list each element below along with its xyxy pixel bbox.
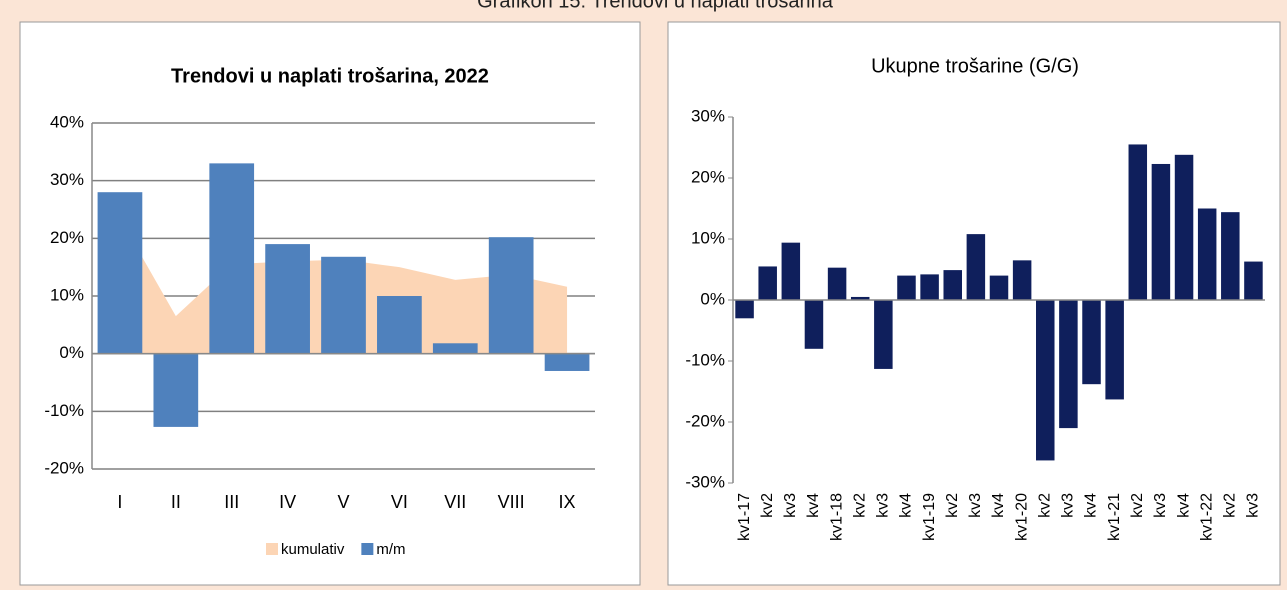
x-tick-label: II [171,492,181,512]
y-tick-label: -10% [44,401,84,420]
x-tick-label: kv2 [1129,493,1146,518]
bar [758,266,777,300]
bar [1059,300,1078,429]
bar [966,234,986,300]
y-tick-label: -10% [685,350,725,369]
bar [1174,154,1194,300]
bar [377,296,422,354]
bar [897,275,916,300]
x-tick-label: kv1-22 [1198,493,1215,541]
x-tick-label: VI [391,492,408,512]
x-tick-label: kv4 [1175,493,1192,518]
x-tick-label: kv4 [805,493,822,518]
bar [1128,144,1148,300]
bar [943,270,962,300]
bar [804,300,824,349]
x-tick-label: kv3 [875,493,892,518]
x-tick-label: kv3 [1245,493,1262,518]
bar [1036,300,1055,461]
bar [1221,212,1240,300]
x-tick-label: I [117,492,122,512]
bar [1082,300,1101,385]
x-tick-label: kv4 [1083,493,1100,518]
x-tick-label: kv3 [782,493,799,518]
y-tick-label: 40% [50,112,84,131]
bar [989,275,1009,300]
bar [735,300,754,319]
bar [1151,163,1171,300]
bar [1197,208,1217,300]
legend-label: kumulativ [281,541,345,558]
x-tick-label: kv4 [990,493,1007,518]
panel [667,21,1281,586]
chart-title: Ukupne trošarine (G/G) [871,55,1079,77]
bar [827,267,847,300]
legend-swatch [361,543,374,555]
x-tick-label: VII [444,492,466,512]
page-title: Grafikon 15: Trendovi u naplati trošarin… [477,0,834,12]
y-tick-label: -30% [685,472,725,491]
x-tick-label: kv2 [1222,493,1239,518]
bar [874,300,893,369]
x-tick-label: VIII [498,492,525,512]
bar [544,353,590,371]
y-tick-label: -20% [44,458,84,477]
bar [850,296,870,300]
bar [153,353,199,427]
x-tick-label: kv3 [1060,493,1077,518]
x-tick-label: III [224,492,239,512]
y-tick-label: 10% [50,285,84,304]
bar [1244,261,1263,300]
x-tick-label: IV [279,492,296,512]
y-tick-label: 30% [50,170,84,189]
bar [97,192,143,354]
x-tick-label: kv2 [1036,493,1053,518]
x-tick-label: kv3 [967,493,984,518]
bar [321,256,366,354]
y-tick-label: 30% [691,106,725,125]
y-tick-label: 0% [59,343,84,362]
bar [432,343,478,354]
x-tick-label: V [337,492,349,512]
chart-title: Trendovi u naplati trošarina, 2022 [171,65,489,87]
x-tick-label: kv1-20 [1013,493,1030,541]
bar [1105,300,1124,400]
bar [488,237,534,354]
bar [920,274,939,300]
x-tick-label: kv2 [851,493,868,518]
y-tick-label: 0% [700,289,725,308]
x-tick-label: kv1-17 [736,493,753,541]
y-tick-label: 20% [50,228,84,247]
x-tick-label: IX [559,492,576,512]
bar [1012,260,1032,300]
x-tick-label: kv4 [898,493,915,518]
bar [781,242,801,300]
y-tick-label: -20% [685,411,725,430]
x-tick-label: kv2 [944,493,961,518]
y-tick-label: 10% [691,228,725,247]
bar [209,163,255,354]
y-tick-label: 20% [691,167,725,186]
x-tick-label: kv1-19 [921,493,938,541]
x-tick-label: kv2 [759,493,776,518]
legend-label: m/m [376,541,405,558]
x-tick-label: kv1-18 [828,493,845,541]
x-tick-label: kv3 [1152,493,1169,518]
legend-swatch [266,543,278,555]
bar [265,244,310,354]
x-tick-label: kv1-21 [1106,493,1123,541]
